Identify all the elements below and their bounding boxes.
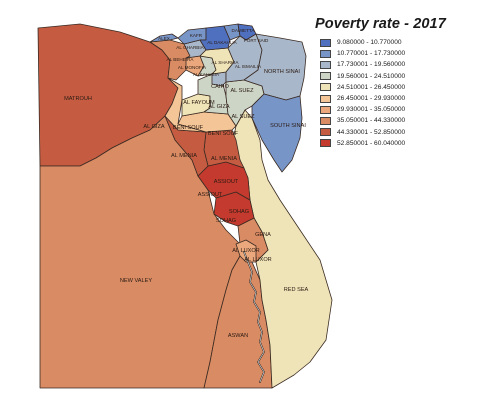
label-al-luxor-a: AL LUXOR xyxy=(244,257,271,263)
legend-item: 26.450001 - 29.930000 xyxy=(320,93,476,104)
label-al-suez-b: AL SUEZ xyxy=(231,114,255,120)
legend-item: 35.050001 - 44.330000 xyxy=(320,115,476,126)
label-ismailia: AL ISMAILIA xyxy=(235,64,262,69)
legend-swatch xyxy=(320,72,331,81)
legend-title: Poverty rate - 2017 xyxy=(315,16,446,32)
legend-swatch xyxy=(320,128,331,137)
region-alex xyxy=(149,33,179,43)
region-al-giza-west xyxy=(164,77,207,133)
legend-label: 9.080000 - 10.770000 xyxy=(337,39,402,47)
label-red-sea: RED SEA xyxy=(284,287,309,293)
nile-river-highlight xyxy=(243,251,265,383)
label-al-giza: AL GIZA xyxy=(208,104,230,110)
label-sohag-a: SOHAG xyxy=(229,209,249,215)
legend-label: 17.730001 - 19.560000 xyxy=(337,61,406,69)
legend-swatch xyxy=(320,38,331,47)
legend-item: 17.730001 - 19.560000 xyxy=(320,59,476,70)
region-luxor xyxy=(235,239,257,263)
legend-swatch xyxy=(320,60,331,69)
label-kafr: KAFR xyxy=(190,33,203,38)
label-al-menia-b: AL MENIA xyxy=(211,156,237,162)
legend-item: 29.930001 - 35.050000 xyxy=(320,104,476,115)
legend-item: 9.080000 - 10.770000 xyxy=(320,37,476,48)
label-beni-souf-b: BENI SOUF xyxy=(208,131,239,137)
legend-swatch xyxy=(320,105,331,114)
legend-swatch xyxy=(320,116,331,125)
label-al-fayoum: AL FAYOUM xyxy=(183,100,215,106)
region-al-beheira xyxy=(149,39,191,81)
label-al-beheira: AL BEHEIRA xyxy=(167,57,195,62)
label-damietta: DAMIETTA xyxy=(232,28,256,33)
label-beni-souf-a: BENI SOUF xyxy=(173,125,204,131)
label-aswan: ASWAN xyxy=(228,333,248,339)
label-al-giza-west: AL GIZA xyxy=(143,124,165,130)
legend-label: 52.850001 - 60.040000 xyxy=(337,139,406,147)
label-al-monofia: AL MONOFIA xyxy=(178,65,207,70)
legend-label: 10.770001 - 17.730000 xyxy=(337,50,406,58)
label-cairo: CAIRO xyxy=(211,84,229,90)
legend-label: 26.450001 - 29.930000 xyxy=(337,95,406,103)
legend-label: 44.330001 - 52.850000 xyxy=(337,128,406,136)
legend-swatch xyxy=(320,94,331,103)
label-assiout-a: ASSIOUT xyxy=(214,179,239,185)
legend-swatch xyxy=(320,139,331,148)
label-sohag-b: SOHAG xyxy=(216,218,236,224)
label-matrouh: MATROUH xyxy=(64,96,92,102)
label-al-suez-a: AL SUEZ xyxy=(230,88,254,94)
label-al-menia-a: AL MENIA xyxy=(171,153,197,159)
label-al-kalubia: AL KALUBIA xyxy=(193,72,220,77)
label-north-sinai: NORTH SINAI xyxy=(264,69,300,75)
legend: Poverty rate - 2017 9.080000 - 10.770000… xyxy=(308,16,476,149)
label-al-gharbia: AL GHARBIA xyxy=(176,45,204,50)
legend-label: 19.560001 - 24.510000 xyxy=(337,72,406,80)
legend-item: 19.560001 - 24.510000 xyxy=(320,71,476,82)
region-south-sinai xyxy=(251,93,303,173)
legend-item: 24.510001 - 26.450000 xyxy=(320,82,476,93)
legend-label: 29.930001 - 35.050000 xyxy=(337,106,406,114)
legend-rows: 9.080000 - 10.770000 10.770001 - 17.73000… xyxy=(308,37,476,149)
label-new-valley: NEW VALEY xyxy=(120,278,152,284)
label-gena: GENA xyxy=(255,232,271,238)
label-al-sharkia: AL SHARKIA xyxy=(212,60,240,65)
label-assiout-b: ASSIOUT xyxy=(198,192,223,198)
label-alex: ALEX xyxy=(158,36,170,41)
legend-swatch xyxy=(320,49,331,58)
label-south-sinai: SOUTH SINAI xyxy=(270,123,306,129)
legend-item: 44.330001 - 52.850000 xyxy=(320,127,476,138)
legend-label: 35.050001 - 44.330000 xyxy=(337,117,406,125)
label-port-said: PORT SAID xyxy=(244,38,269,43)
legend-swatch xyxy=(320,83,331,92)
legend-item: 52.850001 - 60.040000 xyxy=(320,138,476,149)
label-al-luxor-b: AL LUXOR xyxy=(232,248,259,254)
label-al-dakahlia: AL DAKAHLIA xyxy=(207,40,237,45)
legend-item: 10.770001 - 17.730000 xyxy=(320,48,476,59)
legend-label: 24.510001 - 26.450000 xyxy=(337,83,406,91)
